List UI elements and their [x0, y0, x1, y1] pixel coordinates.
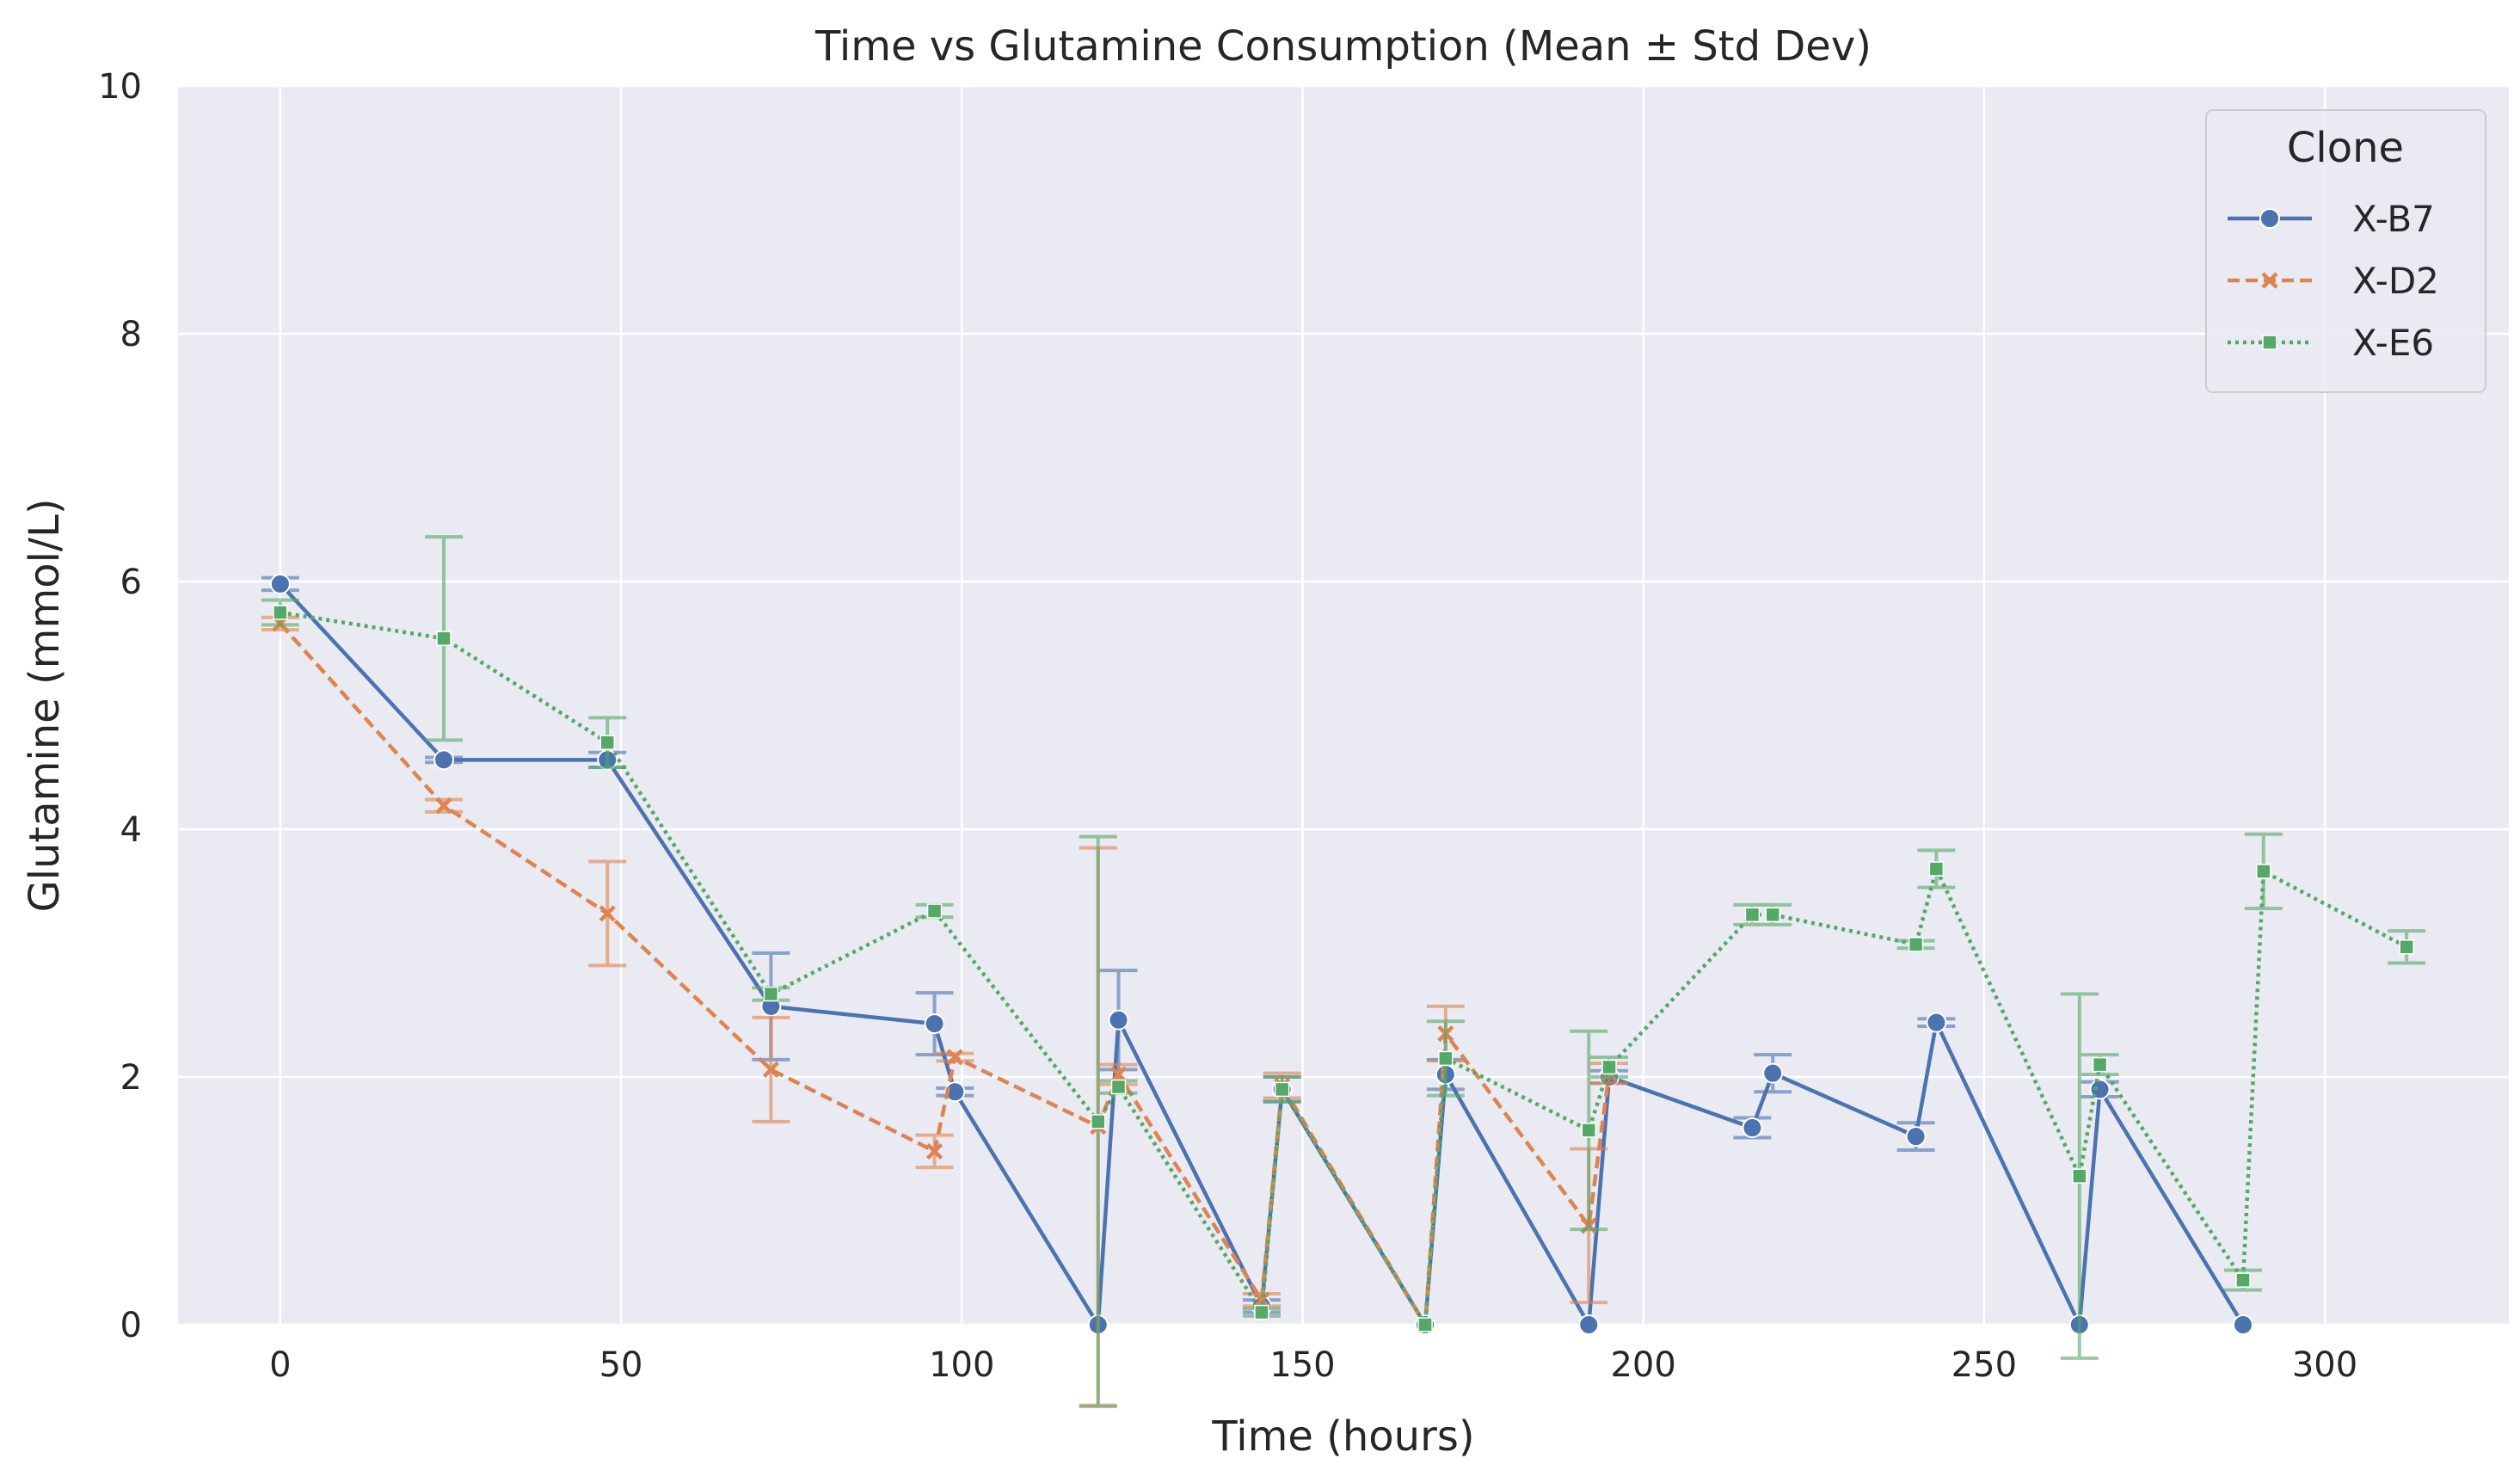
point-x-d2 — [925, 1142, 943, 1160]
x-tick-label: 200 — [1610, 1345, 1675, 1385]
x-tick-label: 50 — [599, 1345, 643, 1385]
legend: Clone X-B7 X-D2 X-E6 — [2205, 109, 2486, 393]
x-axis-label: Time (hours) — [1211, 1412, 1474, 1461]
point-x-e6 — [599, 735, 615, 750]
point-x-b7 — [2232, 1314, 2253, 1335]
point-x-b7 — [1926, 1012, 1947, 1033]
point-x-d2 — [435, 797, 452, 815]
point-x-e6 — [1581, 1123, 1597, 1138]
legend-marker-x-d2 — [2261, 272, 2278, 289]
point-x-d2 — [1253, 1291, 1270, 1308]
y-axis-label: Glutamine (mmol/L) — [21, 498, 69, 912]
chart-title: Time vs Glutamine Consumption (Mean ± St… — [814, 22, 1872, 71]
point-x-e6 — [1908, 937, 1924, 952]
marker-stroke — [435, 797, 452, 815]
y-tick-label: 10 — [98, 67, 142, 107]
point-x-e6 — [2235, 1272, 2251, 1288]
point-x-e6 — [1438, 1050, 1454, 1067]
y-tick-label: 8 — [120, 315, 142, 354]
x-tick-label: 150 — [1269, 1345, 1335, 1385]
point-x-b7 — [1762, 1062, 1784, 1084]
marker-stroke — [1253, 1291, 1270, 1308]
point-x-e6 — [1110, 1079, 1127, 1095]
point-x-e6 — [926, 903, 943, 919]
marker-stroke — [946, 1049, 963, 1066]
legend-label-x-e6: X-E6 — [2352, 322, 2434, 364]
line-x-e6 — [280, 610, 2408, 1327]
markers-x-e6 — [273, 605, 2414, 1332]
point-x-b7 — [1108, 1009, 1129, 1031]
grid-lines — [178, 84, 2509, 1326]
series-layer — [261, 535, 2426, 1409]
marker-stroke — [925, 1142, 943, 1160]
point-x-b7 — [924, 1013, 945, 1035]
point-x-e6 — [1744, 907, 1761, 923]
x-tick-label: 0 — [269, 1345, 291, 1385]
point-x-d2 — [762, 1061, 779, 1078]
legend-box — [2205, 109, 2486, 393]
point-x-b7 — [1905, 1126, 1927, 1148]
legend-label-x-b7: X-B7 — [2352, 198, 2435, 240]
point-x-d2 — [599, 905, 616, 922]
point-x-e6 — [1254, 1304, 1269, 1320]
legend-marker-x-e6 — [2262, 335, 2277, 350]
point-x-e6 — [1274, 1081, 1290, 1098]
legend-title: Clone — [2287, 124, 2404, 172]
y-tick-label: 6 — [120, 563, 142, 602]
point-x-b7 — [433, 749, 455, 771]
marker-stroke — [599, 905, 616, 922]
point-x-e6 — [2399, 939, 2414, 955]
point-x-b7 — [1742, 1117, 1763, 1139]
legend-entry-x-d2: X-D2 — [2228, 260, 2439, 302]
point-x-e6 — [436, 631, 452, 646]
legend-label-x-d2: X-D2 — [2352, 260, 2439, 302]
x-tick-label: 250 — [1951, 1345, 2017, 1385]
x-tick-label: 100 — [929, 1345, 994, 1385]
legend-entry-x-b7: X-B7 — [2228, 198, 2435, 240]
marker-stroke — [762, 1061, 779, 1078]
y-tick-label: 2 — [120, 1058, 142, 1098]
point-x-e6 — [2255, 864, 2271, 879]
plot-background — [178, 86, 2509, 1325]
point-x-d2 — [946, 1049, 963, 1066]
line-x-d2 — [279, 622, 1612, 1327]
point-x-e6 — [763, 986, 779, 1002]
legend-marker-x-b7 — [2259, 208, 2280, 229]
legend-entries: X-B7 X-D2 X-E6 — [2228, 198, 2439, 364]
point-x-b7 — [1578, 1314, 1600, 1335]
point-x-b7 — [2089, 1079, 2111, 1100]
point-x-e6 — [1765, 907, 1780, 923]
tick-labels: 0 50 100 150 200 250 300 0 2 4 6 8 10 — [98, 67, 2357, 1385]
point-x-e6 — [1090, 1114, 1106, 1129]
point-x-e6 — [2072, 1168, 2087, 1184]
point-x-e6 — [1601, 1059, 1617, 1075]
point-x-e6 — [1417, 1317, 1433, 1332]
point-x-e6 — [273, 605, 288, 620]
point-x-e6 — [1928, 861, 1945, 877]
y-tick-label: 0 — [120, 1306, 142, 1345]
series-x-e6 — [261, 535, 2426, 1409]
point-x-b7 — [269, 573, 291, 594]
y-tick-label: 4 — [120, 810, 142, 850]
x-tick-label: 300 — [2292, 1345, 2357, 1385]
legend-entry-x-e6: X-E6 — [2228, 322, 2434, 364]
point-x-e6 — [2092, 1056, 2108, 1073]
marker-stroke — [2261, 272, 2278, 289]
